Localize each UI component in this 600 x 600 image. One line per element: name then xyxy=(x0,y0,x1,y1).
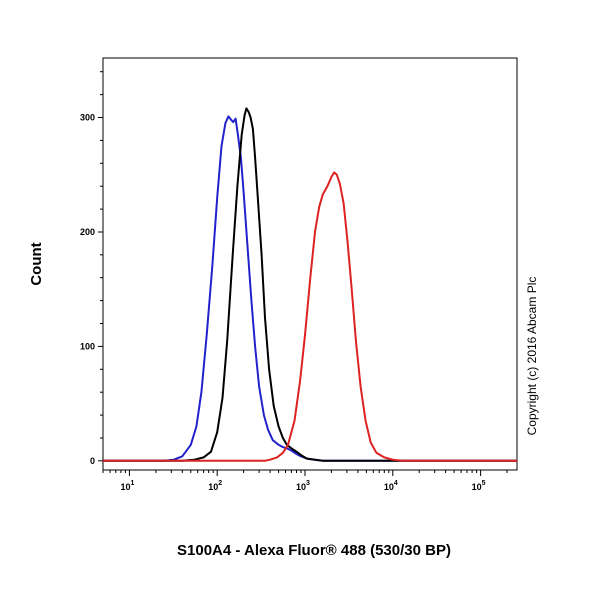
y-tick-label: 200 xyxy=(80,227,95,237)
series-layer xyxy=(103,107,517,462)
histogram-series-line xyxy=(103,107,517,462)
y-tick-label: 300 xyxy=(80,113,95,123)
x-tick-label: 104 xyxy=(384,480,398,492)
y-axis-ticks: 0 100 200 300 xyxy=(80,71,103,466)
x-axis-ticks: 101 102 103 104 105 xyxy=(102,470,508,492)
y-tick-label: 0 xyxy=(90,456,95,466)
copyright-notice: Copyright (c) 2016 Abcam Plc xyxy=(525,277,539,436)
plot-frame xyxy=(102,57,518,471)
histogram-series-line xyxy=(103,115,517,462)
x-tick-label: 101 xyxy=(120,480,134,492)
y-axis-title: Count xyxy=(28,242,45,285)
x-tick-label: 105 xyxy=(472,480,486,492)
histogram-series-line xyxy=(103,171,517,462)
y-tick-label: 100 xyxy=(80,341,95,351)
x-axis-title: S100A4 - Alexa Fluor® 488 (530/30 BP) xyxy=(177,542,451,559)
x-tick-label: 102 xyxy=(208,480,222,492)
x-tick-label: 103 xyxy=(296,480,310,492)
